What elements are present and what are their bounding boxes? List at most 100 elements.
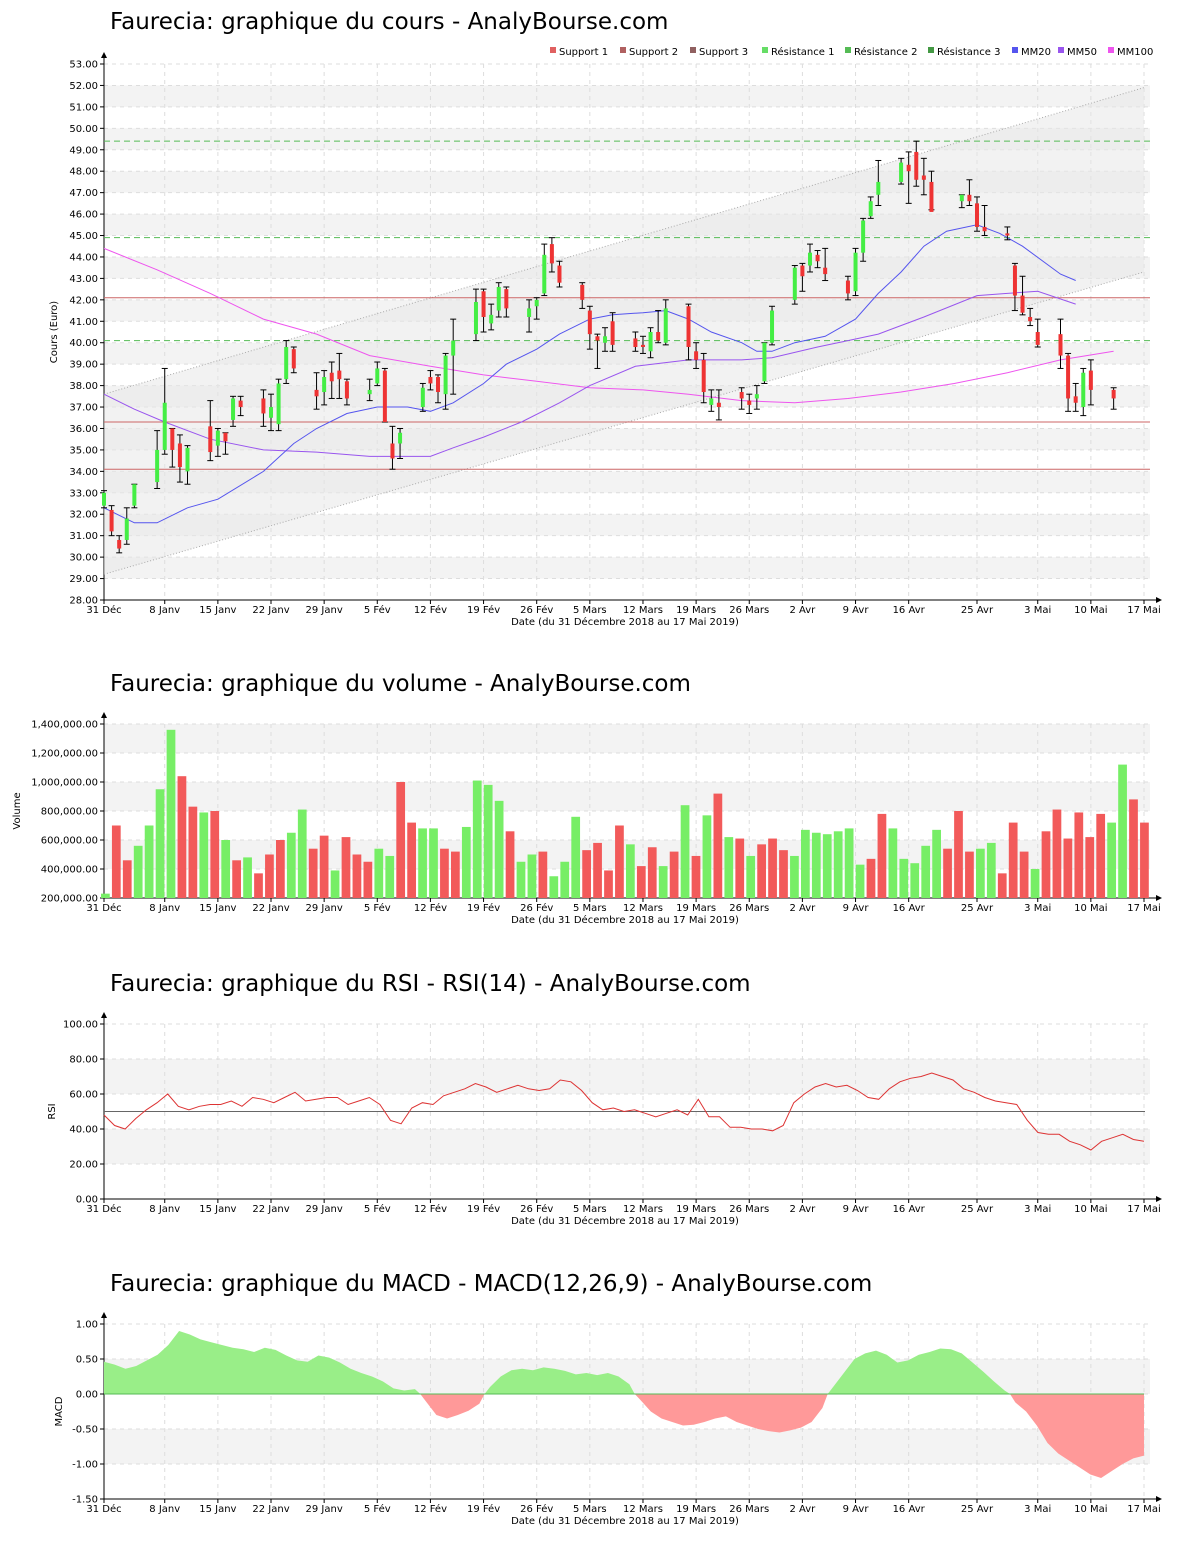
volume-bar (166, 729, 176, 898)
candle (738, 387, 745, 410)
channel-lower-line (103, 271, 1145, 575)
candle (343, 378, 350, 406)
candle-body (1020, 295, 1025, 313)
x-tick-label: 19 Mars (676, 903, 716, 914)
candle (799, 262, 806, 292)
candle-body (1081, 372, 1086, 408)
y-axis-arrow (101, 1012, 107, 1018)
candle-body (238, 400, 243, 408)
candle-body (716, 402, 721, 408)
candle (472, 288, 479, 342)
x-tick-label: 26 Fév (520, 604, 553, 616)
candle-body (807, 252, 812, 266)
y-tick-label: 32.00 (69, 510, 98, 521)
x-tick-label: 3 Mai (1024, 1204, 1051, 1215)
volume-bar (757, 844, 766, 898)
volume-bar (1118, 764, 1127, 898)
y-tick-label: 30.00 (69, 553, 98, 564)
legend-swatch (620, 47, 626, 53)
macd-negative-area (420, 1394, 485, 1419)
volume-chart-title: Faurecia: graphique du volume - AnalyBou… (110, 671, 691, 697)
volume-bar (636, 866, 646, 898)
candle-body (694, 351, 699, 360)
x-tick-label: 5 Mars (573, 903, 607, 914)
volume-bar (1107, 822, 1116, 898)
volume-bar (451, 851, 460, 898)
volume-bar (1096, 813, 1106, 898)
x-tick-label: 16 Avr (893, 903, 926, 914)
candle-body (155, 449, 160, 483)
candle (875, 159, 882, 207)
candle-body (344, 381, 349, 399)
candle-body (542, 254, 547, 294)
y-tick-label: 37.00 (69, 403, 98, 414)
candle-body (762, 342, 767, 382)
legend-item: MM100 (1108, 47, 1153, 58)
legend-item: Support 3 (690, 47, 748, 58)
x-tick-label: 26 Mars (729, 903, 769, 914)
x-tick-label: 9 Avr (843, 1504, 870, 1515)
x-tick-label: 15 Janv (199, 1504, 236, 1515)
candle (381, 367, 388, 423)
candle (435, 374, 442, 404)
x-tick-label: 31 Déc (86, 604, 121, 616)
x-tick-label: 5 Mars (573, 1504, 607, 1515)
candle (1011, 262, 1018, 312)
x-tick-label: 10 Mai (1074, 1204, 1107, 1215)
legend-label: Résistance 1 (771, 46, 834, 58)
background-band (104, 1059, 1150, 1094)
candle (275, 378, 282, 432)
candle (844, 275, 851, 301)
candle-body (269, 407, 274, 418)
candle-body (109, 509, 114, 532)
x-tick-label: 22 Janv (252, 903, 289, 914)
x-tick-label: 5 Fév (364, 902, 391, 914)
candle-body (436, 377, 441, 393)
volume-bar (735, 838, 745, 898)
x-tick-label: 19 Mars (676, 1204, 716, 1215)
candle (503, 286, 510, 318)
y-tick-label: 34.00 (69, 467, 98, 478)
x-tick-label: 22 Janv (252, 1204, 289, 1215)
y-tick-label: 400,000.00 (41, 865, 98, 876)
mm100-line (103, 247, 1114, 404)
volume-bar (1041, 831, 1051, 898)
volume-chart: 200,000.00 400,000.00 600,000.00 800,000.00… (12, 712, 1162, 926)
volume-bar (910, 863, 920, 898)
y-tick-label: 20.00 (69, 1160, 98, 1171)
x-axis-arrow (1156, 1496, 1162, 1502)
volume-bar (396, 782, 406, 898)
volume-bar (232, 860, 241, 898)
candle (708, 389, 715, 412)
volume-bar (680, 805, 690, 898)
candle-body (117, 539, 122, 549)
candle (867, 196, 874, 219)
legend-label: Résistance 3 (937, 46, 1000, 58)
x-tick-label: 16 Avr (893, 1204, 926, 1215)
volume-bar (822, 834, 832, 898)
volume-bar (549, 876, 559, 898)
x-tick-label: 8 Janv (149, 1204, 180, 1215)
candle (290, 346, 297, 374)
candle-body (534, 299, 539, 307)
candle-body (823, 267, 828, 275)
candle-body (124, 518, 129, 540)
volume-bar (888, 828, 898, 898)
candle-body (845, 280, 850, 294)
x-tick-label: 26 Fév (520, 1503, 553, 1515)
candle-body (906, 164, 911, 172)
candle-body (853, 252, 858, 292)
volume-bar (1030, 869, 1040, 898)
candle (814, 250, 821, 269)
x-tick-label: 5 Fév (364, 604, 391, 616)
x-tick-label: 29 Janv (306, 1504, 343, 1515)
candle-body (656, 332, 661, 341)
candle-body (770, 310, 775, 343)
candle (609, 312, 616, 352)
x-tick-label: 5 Fév (364, 1203, 391, 1215)
volume-bar (582, 850, 591, 898)
volume-bar (461, 826, 471, 898)
volume-bar (855, 864, 865, 898)
y-axis-arrow (101, 52, 107, 58)
volume-bar (188, 806, 198, 898)
